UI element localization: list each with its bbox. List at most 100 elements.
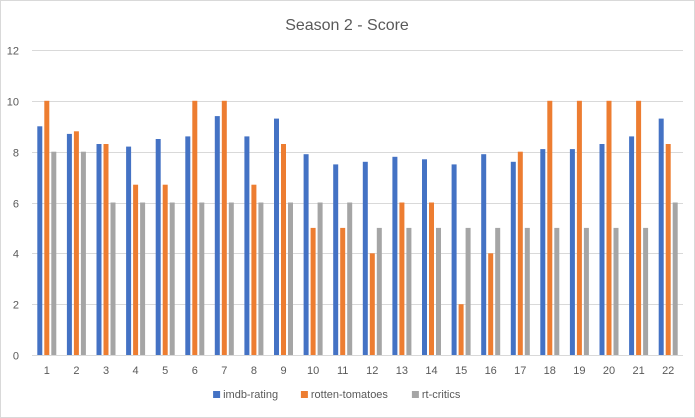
bar-rt-critics — [110, 202, 116, 355]
bar-rotten-tomatoes — [517, 151, 523, 355]
bar-imdb-rating — [362, 161, 368, 355]
bar-rt-critics — [288, 202, 293, 355]
bar-rotten-tomatoes — [310, 227, 316, 355]
bar-rt-critics — [554, 227, 560, 355]
bar-imdb-rating — [214, 116, 220, 355]
legend-label: imdb-rating — [223, 389, 278, 401]
x-tick-label: 22 — [662, 365, 674, 377]
bar-imdb-rating — [66, 133, 72, 355]
bar-rotten-tomatoes — [576, 100, 582, 355]
bar-imdb-rating — [451, 164, 457, 355]
bar-rt-critics — [51, 151, 57, 355]
bar-rotten-tomatoes — [192, 100, 198, 355]
legend-swatch-rotten-tomatoes — [300, 391, 308, 398]
x-tick-label: 21 — [632, 365, 644, 377]
x-tick-label: 2 — [73, 365, 79, 377]
bar-imdb-rating — [540, 149, 546, 355]
y-tick-label: 12 — [7, 46, 19, 58]
chart-title: Season 2 - Score — [285, 17, 409, 34]
legend-label: rt-critics — [422, 389, 461, 401]
x-tick-label: 16 — [485, 365, 497, 377]
y-tick-label: 8 — [13, 148, 19, 160]
bar-imdb-rating — [629, 136, 635, 355]
legend-label: rotten-tomatoes — [311, 389, 389, 401]
x-tick-label: 14 — [425, 365, 437, 377]
legend: imdb-rating rotten-tomatoes rt-critics — [213, 389, 461, 401]
bar-rotten-tomatoes — [665, 144, 671, 355]
bar-rt-critics — [672, 202, 678, 355]
bar-imdb-rating — [392, 156, 398, 356]
x-tick-label: 15 — [455, 365, 467, 377]
bar-rt-critics — [406, 227, 412, 355]
bar-rotten-tomatoes — [162, 184, 168, 355]
bar-imdb-rating — [569, 149, 575, 355]
bar-rotten-tomatoes — [73, 131, 79, 355]
bar-imdb-rating — [658, 118, 664, 355]
bar-rt-critics — [465, 227, 471, 355]
bar-rt-critics — [524, 227, 530, 355]
x-tick-label: 20 — [603, 365, 615, 377]
bar-rt-critics — [495, 227, 501, 355]
x-tick-label: 10 — [307, 365, 319, 377]
bar-rotten-tomatoes — [606, 100, 612, 355]
bar-rt-critics — [436, 227, 441, 355]
bar-rt-critics — [199, 202, 205, 355]
bar-rotten-tomatoes — [133, 184, 139, 355]
bar-imdb-rating — [244, 136, 250, 355]
x-tick-label: 19 — [573, 365, 585, 377]
bar-imdb-rating — [96, 144, 102, 355]
bar-rt-critics — [613, 227, 619, 355]
bar-rt-critics — [376, 227, 382, 355]
y-tick-label: 10 — [7, 97, 19, 109]
x-tick-label: 17 — [514, 365, 526, 377]
bar-rotten-tomatoes — [429, 202, 434, 355]
x-tick-label: 9 — [280, 365, 286, 377]
bar-rotten-tomatoes — [103, 144, 109, 355]
y-tick-label: 6 — [13, 199, 19, 211]
x-tick-label: 13 — [396, 365, 408, 377]
bar-rotten-tomatoes — [399, 202, 405, 355]
bar-rt-critics — [347, 202, 353, 355]
bar-imdb-rating — [481, 154, 487, 355]
bar-rt-critics — [228, 202, 234, 355]
bar-imdb-rating — [274, 118, 279, 355]
bar-rt-critics — [583, 227, 589, 355]
bar-rt-critics — [317, 202, 323, 355]
x-tick-label: 5 — [162, 365, 168, 377]
bar-rt-critics — [140, 202, 146, 355]
bar-rotten-tomatoes — [636, 100, 642, 355]
bar-imdb-rating — [185, 136, 191, 355]
bar-rt-critics — [169, 202, 175, 355]
bar-rt-critics — [643, 227, 649, 355]
x-tick-label: 8 — [251, 365, 257, 377]
bar-rt-critics — [258, 202, 264, 355]
bar-imdb-rating — [599, 144, 605, 355]
bar-imdb-rating — [303, 154, 309, 355]
x-tick-label: 3 — [103, 365, 109, 377]
legend-swatch-imdb-rating — [213, 391, 221, 398]
bars — [37, 100, 678, 356]
x-tick-label: 12 — [366, 365, 378, 377]
x-tick-label: 1 — [44, 365, 50, 377]
bar-imdb-rating — [37, 126, 43, 356]
bar-imdb-rating — [333, 164, 339, 355]
bar-imdb-rating — [510, 161, 516, 355]
x-tick-label: 18 — [544, 365, 556, 377]
y-tick-label: 2 — [13, 300, 19, 312]
y-tick-label: 4 — [13, 249, 19, 261]
x-tick-label: 11 — [337, 365, 348, 377]
x-tick-label: 7 — [221, 365, 227, 377]
bar-rotten-tomatoes — [340, 227, 346, 355]
bar-rotten-tomatoes — [547, 100, 553, 355]
bar-rotten-tomatoes — [281, 144, 286, 355]
bar-imdb-rating — [126, 146, 132, 355]
bar-rotten-tomatoes — [251, 184, 257, 355]
legend-swatch-rt-critics — [411, 391, 419, 398]
x-tick-label: 6 — [192, 365, 198, 377]
x-tick-label: 4 — [133, 365, 139, 377]
bar-imdb-rating — [422, 159, 427, 355]
bar-rotten-tomatoes — [369, 253, 375, 355]
